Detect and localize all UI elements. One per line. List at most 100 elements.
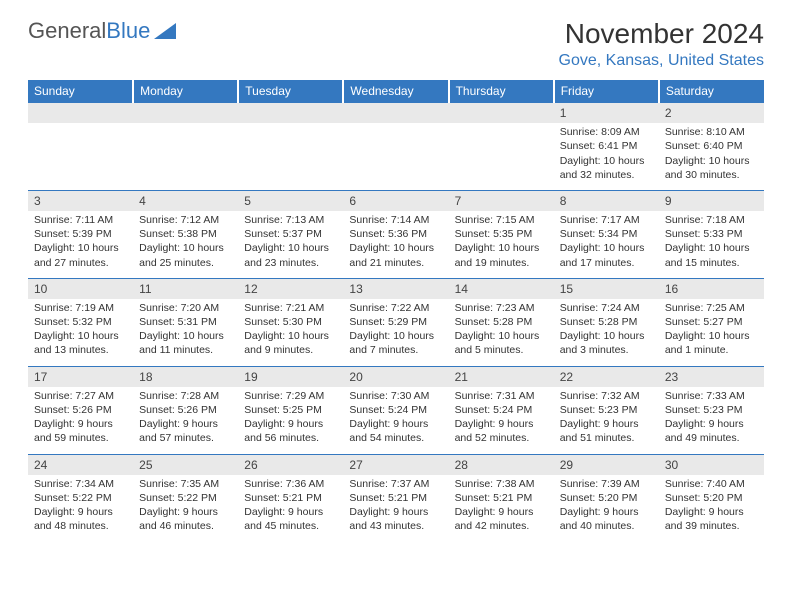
day-daylight2: and 46 minutes. — [139, 519, 232, 533]
day-daylight1: Daylight: 10 hours — [665, 329, 758, 343]
day-sunrise: Sunrise: 7:15 AM — [455, 213, 548, 227]
day-daylight2: and 27 minutes. — [34, 256, 127, 270]
day-daylight2: and 39 minutes. — [665, 519, 758, 533]
day-sunset: Sunset: 5:30 PM — [244, 315, 337, 329]
day-number-bar — [28, 103, 133, 123]
day-daylight1: Daylight: 9 hours — [244, 417, 337, 431]
day-sunrise: Sunrise: 7:27 AM — [34, 389, 127, 403]
day-daylight2: and 48 minutes. — [34, 519, 127, 533]
day-sunset: Sunset: 5:28 PM — [455, 315, 548, 329]
day-sunrise: Sunrise: 7:31 AM — [455, 389, 548, 403]
day-header: Friday — [554, 80, 659, 103]
day-sunset: Sunset: 5:35 PM — [455, 227, 548, 241]
calendar-day-cell: 22Sunrise: 7:32 AMSunset: 5:23 PMDayligh… — [554, 366, 659, 454]
day-number-bar: 20 — [343, 367, 448, 387]
calendar-day-cell: 6Sunrise: 7:14 AMSunset: 5:36 PMDaylight… — [343, 190, 448, 278]
day-daylight2: and 15 minutes. — [665, 256, 758, 270]
calendar-day-cell — [343, 103, 448, 191]
day-sunrise: Sunrise: 7:25 AM — [665, 301, 758, 315]
day-header: Wednesday — [343, 80, 448, 103]
day-sunrise: Sunrise: 7:24 AM — [560, 301, 653, 315]
calendar-week-row: 3Sunrise: 7:11 AMSunset: 5:39 PMDaylight… — [28, 190, 764, 278]
day-sunset: Sunset: 5:20 PM — [560, 491, 653, 505]
day-sunset: Sunset: 5:32 PM — [34, 315, 127, 329]
day-header: Saturday — [659, 80, 764, 103]
day-sunset: Sunset: 6:41 PM — [560, 139, 653, 153]
logo-text-general: General — [28, 18, 106, 44]
location-subtitle: Gove, Kansas, United States — [559, 52, 764, 70]
day-sunset: Sunset: 5:27 PM — [665, 315, 758, 329]
day-daylight2: and 45 minutes. — [244, 519, 337, 533]
day-sunset: Sunset: 5:22 PM — [139, 491, 232, 505]
day-sunrise: Sunrise: 7:13 AM — [244, 213, 337, 227]
calendar-day-cell: 25Sunrise: 7:35 AMSunset: 5:22 PMDayligh… — [133, 454, 238, 541]
calendar-day-cell: 19Sunrise: 7:29 AMSunset: 5:25 PMDayligh… — [238, 366, 343, 454]
day-sunset: Sunset: 5:26 PM — [139, 403, 232, 417]
day-sunset: Sunset: 5:23 PM — [560, 403, 653, 417]
day-sunset: Sunset: 5:33 PM — [665, 227, 758, 241]
day-daylight1: Daylight: 10 hours — [244, 329, 337, 343]
day-daylight1: Daylight: 10 hours — [34, 241, 127, 255]
day-sunset: Sunset: 5:37 PM — [244, 227, 337, 241]
day-daylight1: Daylight: 9 hours — [455, 417, 548, 431]
calendar-day-cell: 1Sunrise: 8:09 AMSunset: 6:41 PMDaylight… — [554, 103, 659, 191]
day-number-bar: 6 — [343, 191, 448, 211]
day-sunrise: Sunrise: 7:21 AM — [244, 301, 337, 315]
day-number-bar: 10 — [28, 279, 133, 299]
calendar-thead: SundayMondayTuesdayWednesdayThursdayFrid… — [28, 80, 764, 103]
calendar-day-cell: 29Sunrise: 7:39 AMSunset: 5:20 PMDayligh… — [554, 454, 659, 541]
day-daylight2: and 57 minutes. — [139, 431, 232, 445]
day-sunrise: Sunrise: 7:20 AM — [139, 301, 232, 315]
day-number-bar: 19 — [238, 367, 343, 387]
day-sunset: Sunset: 5:23 PM — [665, 403, 758, 417]
day-daylight2: and 42 minutes. — [455, 519, 548, 533]
day-sunrise: Sunrise: 7:28 AM — [139, 389, 232, 403]
day-number-bar — [133, 103, 238, 123]
day-sunset: Sunset: 5:24 PM — [455, 403, 548, 417]
calendar-week-row: 1Sunrise: 8:09 AMSunset: 6:41 PMDaylight… — [28, 103, 764, 191]
logo-triangle-icon — [154, 23, 176, 39]
day-sunset: Sunset: 5:34 PM — [560, 227, 653, 241]
day-number-bar: 22 — [554, 367, 659, 387]
header: GeneralBlue November 2024 Gove, Kansas, … — [28, 18, 764, 70]
day-sunset: Sunset: 5:29 PM — [349, 315, 442, 329]
day-number-bar: 2 — [659, 103, 764, 123]
day-sunset: Sunset: 5:21 PM — [455, 491, 548, 505]
day-number-bar: 21 — [449, 367, 554, 387]
day-daylight1: Daylight: 9 hours — [349, 505, 442, 519]
day-number-bar: 28 — [449, 455, 554, 475]
day-daylight2: and 1 minute. — [665, 343, 758, 357]
calendar-body: 1Sunrise: 8:09 AMSunset: 6:41 PMDaylight… — [28, 103, 764, 542]
calendar-day-cell: 3Sunrise: 7:11 AMSunset: 5:39 PMDaylight… — [28, 190, 133, 278]
day-daylight1: Daylight: 9 hours — [244, 505, 337, 519]
day-header: Sunday — [28, 80, 133, 103]
day-daylight1: Daylight: 9 hours — [34, 417, 127, 431]
day-sunrise: Sunrise: 7:12 AM — [139, 213, 232, 227]
calendar-day-cell: 10Sunrise: 7:19 AMSunset: 5:32 PMDayligh… — [28, 278, 133, 366]
day-daylight2: and 51 minutes. — [560, 431, 653, 445]
calendar-day-cell: 27Sunrise: 7:37 AMSunset: 5:21 PMDayligh… — [343, 454, 448, 541]
day-sunset: Sunset: 6:40 PM — [665, 139, 758, 153]
day-number-bar: 1 — [554, 103, 659, 123]
day-number-bar — [343, 103, 448, 123]
day-number-bar: 27 — [343, 455, 448, 475]
day-daylight2: and 21 minutes. — [349, 256, 442, 270]
day-number-bar: 26 — [238, 455, 343, 475]
day-daylight1: Daylight: 10 hours — [455, 241, 548, 255]
day-daylight1: Daylight: 10 hours — [455, 329, 548, 343]
day-daylight1: Daylight: 10 hours — [665, 241, 758, 255]
day-sunrise: Sunrise: 7:18 AM — [665, 213, 758, 227]
day-sunrise: Sunrise: 7:17 AM — [560, 213, 653, 227]
day-daylight2: and 40 minutes. — [560, 519, 653, 533]
calendar-day-cell: 15Sunrise: 7:24 AMSunset: 5:28 PMDayligh… — [554, 278, 659, 366]
day-number-bar: 18 — [133, 367, 238, 387]
calendar-day-cell: 20Sunrise: 7:30 AMSunset: 5:24 PMDayligh… — [343, 366, 448, 454]
calendar-day-cell: 8Sunrise: 7:17 AMSunset: 5:34 PMDaylight… — [554, 190, 659, 278]
day-sunrise: Sunrise: 7:22 AM — [349, 301, 442, 315]
day-number-bar: 12 — [238, 279, 343, 299]
day-sunrise: Sunrise: 7:19 AM — [34, 301, 127, 315]
calendar-day-cell: 24Sunrise: 7:34 AMSunset: 5:22 PMDayligh… — [28, 454, 133, 541]
day-daylight1: Daylight: 10 hours — [560, 154, 653, 168]
calendar-day-cell: 18Sunrise: 7:28 AMSunset: 5:26 PMDayligh… — [133, 366, 238, 454]
day-sunset: Sunset: 5:25 PM — [244, 403, 337, 417]
